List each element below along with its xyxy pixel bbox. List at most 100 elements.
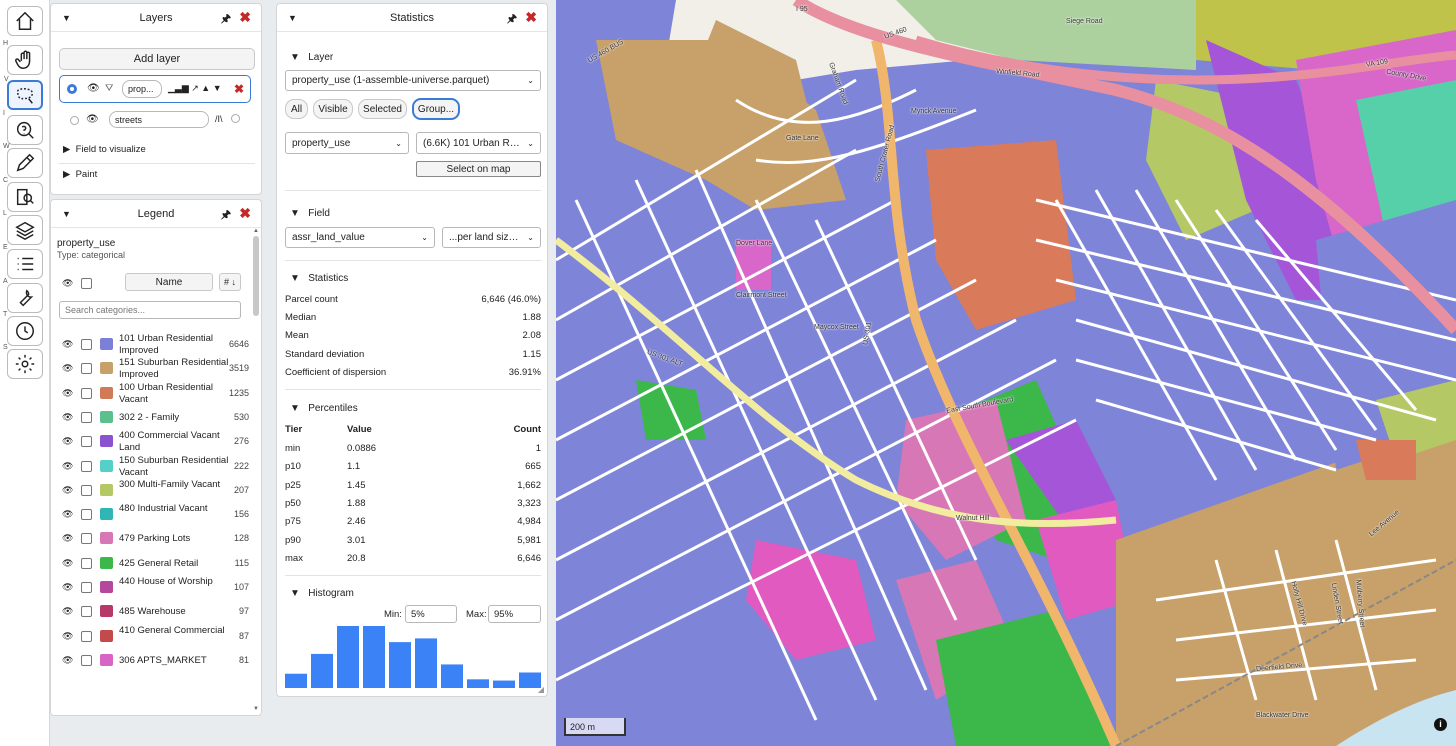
legend-item[interactable]: 👁 440 House of Worship 107 (57, 575, 249, 601)
eye-icon[interactable]: 👁 (62, 582, 74, 592)
eye-icon[interactable]: 👁 (62, 630, 74, 641)
eye-icon[interactable]: 👁 (62, 411, 74, 422)
layer-radio[interactable] (70, 116, 79, 125)
layer-section-header[interactable]: ▼ Layer (290, 52, 334, 63)
histogram-section-header[interactable]: ▼ Histogram (290, 588, 354, 599)
pin-icon[interactable]: 🖈 (220, 13, 231, 25)
legend-item[interactable]: 👁 101 Urban Residential Improved 6646 (57, 332, 249, 358)
field-section-header[interactable]: ▼ Field (290, 208, 330, 219)
sort-by-name-button[interactable]: Name (125, 273, 213, 291)
legend-item[interactable]: 👁 302 2 - Family 530 (57, 405, 249, 431)
eye-icon[interactable]: 👁 (62, 557, 74, 568)
percentiles-section-header[interactable]: ▼ Percentiles (290, 403, 358, 414)
legend-item[interactable]: 👁 425 General Retail 115 (57, 551, 249, 577)
legend-item[interactable]: 👁 300 Multi-Family Vacant 207 (57, 478, 249, 504)
scroll-down-icon[interactable]: ▼ (253, 706, 259, 712)
legend-item[interactable]: 👁 479 Parking Lots 128 (57, 526, 249, 552)
info-icon[interactable]: i (1434, 718, 1447, 731)
map-canvas[interactable] (556, 0, 1456, 746)
layer-name-field[interactable]: streets (109, 111, 209, 128)
legend-item-checkbox[interactable] (81, 339, 92, 350)
layer-radio[interactable] (67, 84, 77, 94)
field-to-visualize-toggle[interactable]: ▶ Field to visualize (63, 144, 146, 155)
identify-button[interactable]: I (3, 110, 43, 145)
normalization-select[interactable]: ...per land size sc ⌄ (442, 227, 541, 248)
collapse-icon[interactable]: ▼ (62, 209, 71, 219)
legend-item-checkbox[interactable] (81, 557, 92, 569)
select-on-map-button[interactable]: Select on map (416, 161, 541, 177)
sort-by-count-button[interactable]: # ↓ (219, 273, 241, 291)
group-field-select[interactable]: property_use ⌄ (285, 132, 409, 154)
legend-item[interactable]: 👁 150 Suburban Residential Vacant 222 (57, 454, 249, 480)
eye-icon[interactable]: 👁 (62, 278, 74, 288)
collapse-icon[interactable]: ▼ (62, 13, 71, 23)
eye-icon[interactable]: 👁 (62, 509, 74, 520)
legend-item[interactable]: 👁 485 Warehouse 97 (57, 599, 249, 625)
legend-item[interactable]: 👁 480 Industrial Vacant 156 (57, 502, 249, 528)
pan-tool-button[interactable]: H (3, 40, 43, 75)
time-button[interactable]: T (3, 311, 43, 346)
histogram-max-input[interactable]: 95% (488, 605, 541, 623)
eye-icon[interactable]: 👁 (62, 339, 74, 349)
eye-icon[interactable]: 👁 (62, 606, 74, 617)
legend-item-checkbox[interactable] (81, 582, 92, 593)
eye-icon[interactable]: 👁 (86, 114, 99, 125)
close-icon[interactable]: ✖ (239, 9, 251, 25)
filter-visible-button[interactable]: Visible (313, 99, 353, 119)
home-button[interactable] (7, 6, 43, 36)
histogram-min-input[interactable]: 5% (405, 605, 457, 623)
legend-item[interactable]: 👁 410 General Commercial 87 (57, 624, 249, 650)
legend-item-checkbox[interactable] (81, 606, 92, 618)
eye-icon[interactable]: 👁 (62, 363, 74, 374)
layer-row[interactable]: 👁 streets /I\ (59, 108, 251, 132)
filter-icon[interactable]: ⛛ (105, 83, 114, 94)
eye-icon[interactable]: 👁 (62, 387, 74, 398)
select-all-checkbox[interactable] (81, 278, 92, 289)
layer-tools-icon[interactable]: ▁▃▆ ↗ ▲ ▼ (168, 83, 222, 93)
add-layer-button[interactable]: Add layer (59, 48, 255, 70)
filter-group-button[interactable]: Group... (412, 98, 460, 120)
legend-item-checkbox[interactable] (81, 630, 92, 642)
legend-item-checkbox[interactable] (81, 654, 92, 666)
legend-item-checkbox[interactable] (81, 436, 92, 448)
layer-select[interactable]: property_use (1-assemble-universe.parque… (285, 70, 541, 91)
eye-icon[interactable]: 👁 (87, 83, 100, 94)
eye-icon[interactable]: 👁 (62, 654, 74, 665)
layers-button[interactable]: L (3, 210, 43, 245)
eye-icon[interactable]: 👁 (62, 436, 74, 447)
layer-tools-icon[interactable]: /I\ (215, 114, 223, 124)
legend-list-button[interactable]: E (3, 244, 43, 279)
eye-icon[interactable]: 👁 (62, 460, 74, 471)
legend-item-checkbox[interactable] (81, 533, 92, 545)
settings-button[interactable]: S (3, 344, 43, 379)
legend-item-checkbox[interactable] (81, 387, 92, 399)
legend-item-checkbox[interactable] (81, 363, 92, 375)
filter-all-button[interactable]: All (285, 99, 308, 119)
eye-icon[interactable]: 👁 (62, 484, 74, 495)
map-view[interactable]: I 95 US 460 BUS US 460 Siege Road Winfield R… (556, 0, 1456, 746)
category-search-input[interactable]: Search categories... (59, 301, 241, 319)
field-select[interactable]: assr_land_value ⌄ (285, 227, 435, 248)
resize-handle-icon[interactable]: ◢ (537, 685, 544, 694)
layer-name-field[interactable]: prop... (122, 80, 162, 98)
legend-item-checkbox[interactable] (81, 509, 92, 521)
scroll-up-icon[interactable]: ▲ (253, 228, 259, 234)
close-icon[interactable]: ✖ (525, 9, 537, 25)
pin-icon[interactable]: 🖈 (220, 209, 231, 221)
pin-icon[interactable]: 🖈 (506, 13, 517, 25)
legend-item-checkbox[interactable] (81, 484, 92, 496)
statistics-section-header[interactable]: ▼ Statistics (290, 273, 349, 284)
legend-item-checkbox[interactable] (81, 460, 92, 472)
compare-button[interactable]: C (3, 177, 43, 212)
analysis-button[interactable]: A (3, 278, 43, 313)
legend-item[interactable]: 👁 400 Commercial Vacant Land 276 (57, 429, 249, 455)
legend-item[interactable]: 👁 151 Suburban Residential Improved 3519 (57, 356, 249, 382)
filter-selected-button[interactable]: Selected (358, 99, 407, 119)
legend-item[interactable]: 👁 306 APTS_MARKET 81 (57, 648, 249, 674)
collapse-icon[interactable]: ▼ (288, 13, 297, 23)
lasso-select-button[interactable]: V (4, 76, 43, 110)
paint-toggle[interactable]: ▶ Paint (63, 169, 98, 180)
layer-row-selected[interactable]: 👁 ⛛ prop... ▁▃▆ ↗ ▲ ▼ ✖ (59, 75, 251, 103)
draw-button[interactable]: W (3, 143, 43, 178)
legend-item[interactable]: 👁 100 Urban Residential Vacant 1235 (57, 381, 249, 407)
